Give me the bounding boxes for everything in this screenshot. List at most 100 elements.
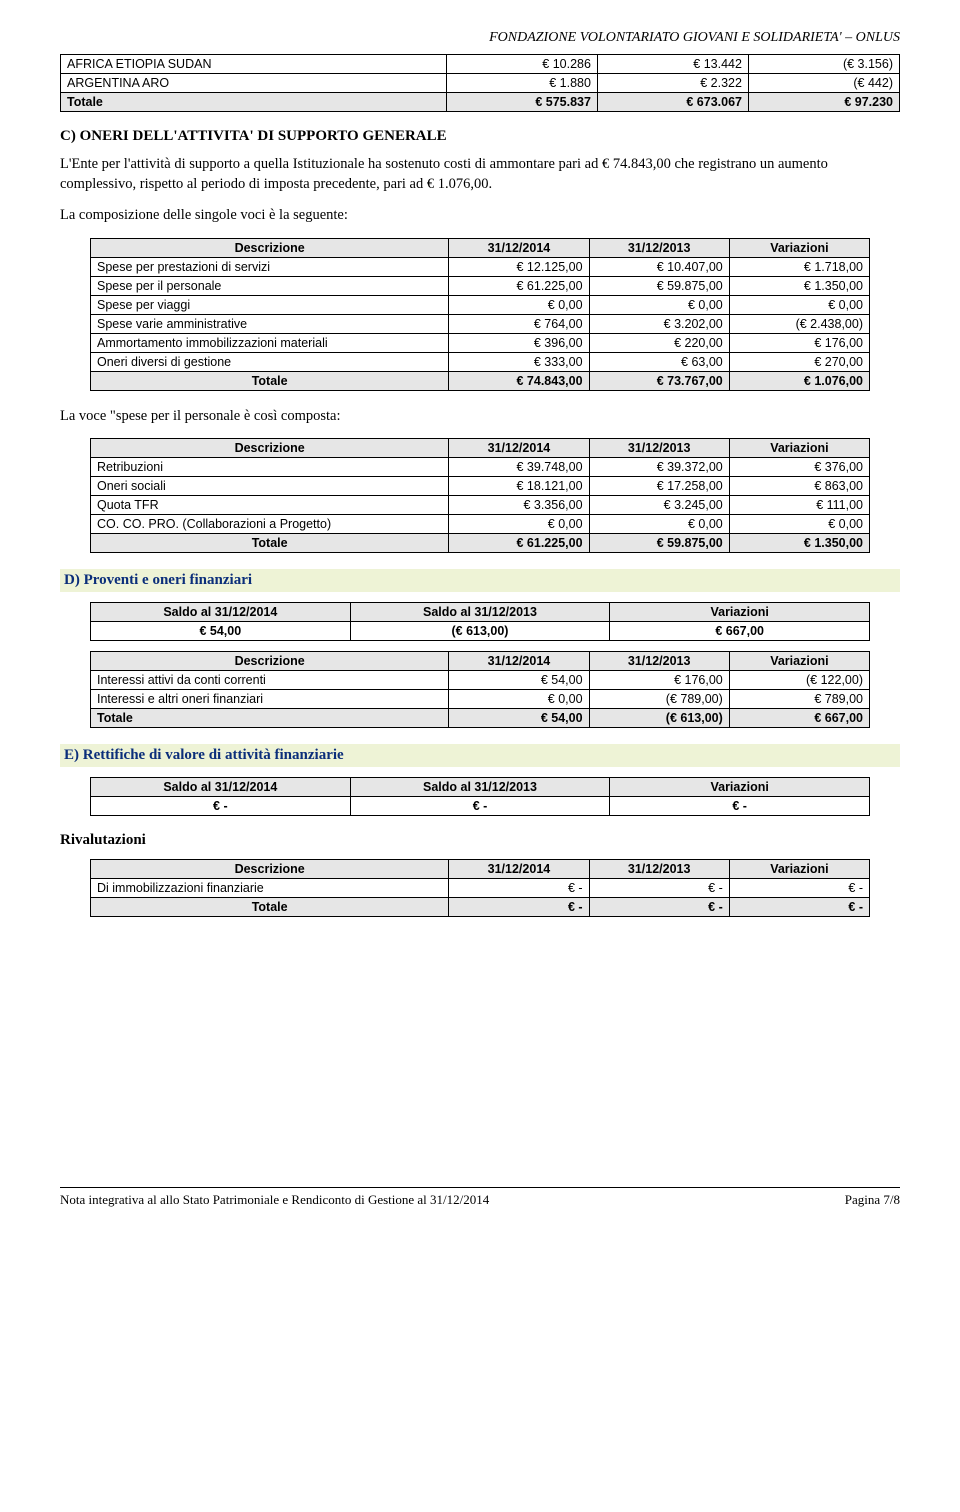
table-row: Spese varie amministrative€ 764,00€ 3.20…: [91, 314, 870, 333]
row-value: € 764,00: [449, 314, 589, 333]
total-value: € 74.843,00: [449, 371, 589, 390]
row-value: € 3.245,00: [589, 496, 729, 515]
row-label: Oneri diversi di gestione: [91, 352, 449, 371]
section-c-p2: La composizione delle singole voci è la …: [60, 206, 900, 226]
row-value: € 39.372,00: [589, 458, 729, 477]
section-c2-p: La voce "spese per il personale è così c…: [60, 407, 900, 427]
table-row: AFRICA ETIOPIA SUDAN€ 10.286€ 13.442(€ 3…: [61, 55, 900, 74]
row-value: € -: [729, 879, 869, 898]
row-value: € 0,00: [589, 295, 729, 314]
table-d1: Saldo al 31/12/2014 Saldo al 31/12/2013 …: [90, 602, 870, 641]
table-row: ARGENTINA ARO€ 1.880€ 2.322(€ 442): [61, 74, 900, 93]
row-value: € 18.121,00: [449, 477, 589, 496]
row-value: € 1.718,00: [729, 257, 869, 276]
saldo-hdr-2: Saldo al 31/12/2013: [350, 603, 610, 622]
total-value: € 667,00: [729, 709, 869, 728]
row-value: € 1.880: [446, 74, 597, 93]
row-value: € 111,00: [729, 496, 869, 515]
row-value: € 333,00: [449, 352, 589, 371]
total-value: € 673.067: [597, 93, 748, 112]
col-header: Descrizione: [91, 439, 449, 458]
total-value: € -: [449, 898, 589, 917]
col-header: Descrizione: [91, 652, 449, 671]
saldo-e-v1: € -: [91, 797, 351, 816]
total-value: € 54,00: [449, 709, 589, 728]
section-riv-title: Rivalutazioni: [60, 832, 900, 849]
row-value: € 0,00: [449, 295, 589, 314]
row-value: € 12.125,00: [449, 257, 589, 276]
table-c1: Descrizione31/12/201431/12/2013Variazion…: [90, 238, 870, 391]
total-row: Totale€ 54,00(€ 613,00)€ 667,00: [91, 709, 870, 728]
table-row: Ammortamento immobilizzazioni materiali €…: [91, 333, 870, 352]
total-label: Totale: [91, 898, 449, 917]
table-row: Interessi attivi da conti correnti€ 54,0…: [91, 671, 870, 690]
col-header: 31/12/2013: [589, 860, 729, 879]
row-value: € -: [589, 879, 729, 898]
saldo-v3: € 667,00: [610, 622, 870, 641]
col-header: Variazioni: [729, 238, 869, 257]
saldo-e-hdr-2: Saldo al 31/12/2013: [350, 778, 610, 797]
row-label: ARGENTINA ARO: [61, 74, 447, 93]
saldo-e-hdr-1: Saldo al 31/12/2014: [91, 778, 351, 797]
row-value: (€ 2.438,00): [729, 314, 869, 333]
row-value: € 63,00: [589, 352, 729, 371]
table-c2: Descrizione31/12/201431/12/2013Variazion…: [90, 438, 870, 553]
total-value: € 1.350,00: [729, 534, 869, 553]
row-value: € 10.286: [446, 55, 597, 74]
col-header: 31/12/2014: [449, 652, 589, 671]
total-value: € -: [729, 898, 869, 917]
total-label: Totale: [91, 371, 449, 390]
total-row: Totale€ 74.843,00€ 73.767,00€ 1.076,00: [91, 371, 870, 390]
row-label: Spese varie amministrative: [91, 314, 449, 333]
col-header: Descrizione: [91, 238, 449, 257]
section-c-title: C) ONERI DELL'ATTIVITA' DI SUPPORTO GENE…: [60, 128, 900, 145]
saldo-hdr-1: Saldo al 31/12/2014: [91, 603, 351, 622]
row-value: € 3.356,00: [449, 496, 589, 515]
row-value: € -: [449, 879, 589, 898]
col-header: Variazioni: [729, 860, 869, 879]
saldo-e-v2: € -: [350, 797, 610, 816]
table-row: CO. CO. PRO. (Collaborazioni a Progetto)…: [91, 515, 870, 534]
row-label: Interessi e altri oneri finanziari: [91, 690, 449, 709]
col-header: 31/12/2013: [589, 238, 729, 257]
row-label: Spese per il personale: [91, 276, 449, 295]
col-header: 31/12/2014: [449, 439, 589, 458]
col-header: 31/12/2014: [449, 238, 589, 257]
saldo-v2: (€ 613,00): [350, 622, 610, 641]
row-value: (€ 442): [748, 74, 899, 93]
table-d2: Descrizione31/12/201431/12/2013Variazion…: [90, 651, 870, 728]
total-value: € 73.767,00: [589, 371, 729, 390]
footer-right: Pagina 7/8: [845, 1192, 900, 1208]
row-label: CO. CO. PRO. (Collaborazioni a Progetto): [91, 515, 449, 534]
row-value: € 54,00: [449, 671, 589, 690]
table-row: Di immobilizzazioni finanziarie€ -€ -€ -: [91, 879, 870, 898]
saldo-e-hdr-3: Variazioni: [610, 778, 870, 797]
table-row: Oneri sociali€ 18.121,00€ 17.258,00€ 863…: [91, 477, 870, 496]
table-riv: Descrizione31/12/201431/12/2013Variazion…: [90, 859, 870, 917]
section-c-p1: L'Ente per l'attività di supporto a quel…: [60, 155, 900, 194]
row-value: (€ 789,00): [589, 690, 729, 709]
total-row: Totale€ 575.837€ 673.067€ 97.230: [61, 93, 900, 112]
saldo-e-v3: € -: [610, 797, 870, 816]
table-row: Retribuzioni€ 39.748,00€ 39.372,00€ 376,…: [91, 458, 870, 477]
table-top: AFRICA ETIOPIA SUDAN€ 10.286€ 13.442(€ 3…: [60, 54, 900, 112]
row-value: € 0,00: [729, 515, 869, 534]
row-label: Quota TFR: [91, 496, 449, 515]
table-row: Interessi e altri oneri finanziari€ 0,00…: [91, 690, 870, 709]
col-header: Variazioni: [729, 439, 869, 458]
row-value: € 13.442: [597, 55, 748, 74]
total-value: € 575.837: [446, 93, 597, 112]
row-label: Ammortamento immobilizzazioni materiali: [91, 333, 449, 352]
total-row: Totale€ -€ -€ -: [91, 898, 870, 917]
col-header: 31/12/2014: [449, 860, 589, 879]
row-value: € 176,00: [729, 333, 869, 352]
total-value: € 97.230: [748, 93, 899, 112]
total-value: (€ 613,00): [589, 709, 729, 728]
total-label: Totale: [91, 534, 449, 553]
table-row: Spese per il personale€ 61.225,00€ 59.87…: [91, 276, 870, 295]
row-label: AFRICA ETIOPIA SUDAN: [61, 55, 447, 74]
row-value: € 220,00: [589, 333, 729, 352]
row-label: Oneri sociali: [91, 477, 449, 496]
row-value: € 376,00: [729, 458, 869, 477]
row-label: Di immobilizzazioni finanziarie: [91, 879, 449, 898]
